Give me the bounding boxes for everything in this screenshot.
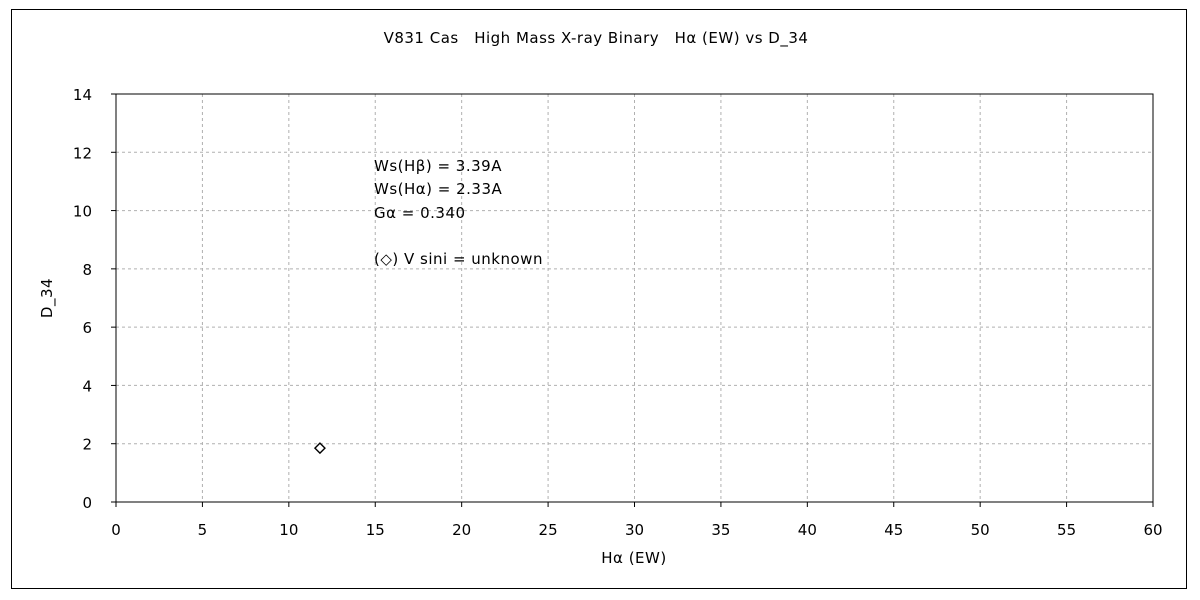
x-tick-label: 50 — [971, 521, 990, 539]
y-tick-label: 12 — [73, 144, 92, 162]
x-tick-label: 25 — [539, 521, 558, 539]
chart-title: V831 Cas High Mass X-ray Binary Hα (EW) … — [384, 29, 809, 48]
y-tick-label: 4 — [82, 377, 92, 395]
data-point-diamond — [313, 442, 326, 455]
x-tick-label: 55 — [1057, 521, 1076, 539]
y-tick-label: 0 — [82, 494, 92, 512]
y-tick-label: 2 — [82, 436, 92, 454]
y-tick-label: 8 — [82, 261, 92, 279]
x-axis-label: Hα (EW) — [601, 549, 666, 567]
x-tick-label: 15 — [366, 521, 385, 539]
x-tick-label: 40 — [798, 521, 817, 539]
annotation-block: Ws(Hβ) = 3.39A Ws(Hα) = 2.33A Gα = 0.340… — [374, 157, 543, 268]
x-tick-label: 5 — [198, 521, 208, 539]
y-tick-label: 14 — [73, 86, 92, 104]
x-tick-label: 0 — [111, 521, 121, 539]
annotation-ws-halpha: Ws(Hα) = 2.33A — [374, 180, 503, 198]
x-tick-label: 10 — [279, 521, 298, 539]
x-tick-label: 30 — [625, 521, 644, 539]
y-tick-label: 10 — [73, 203, 92, 221]
data-points — [313, 442, 326, 455]
grid-lines — [116, 94, 1153, 502]
chart-frame — [11, 9, 1187, 589]
x-tick-label: 45 — [884, 521, 903, 539]
y-axis-label: D_34 — [38, 278, 57, 318]
x-tick-label: 20 — [452, 521, 471, 539]
x-tick-label: 60 — [1143, 521, 1162, 539]
x-tick-label: 35 — [711, 521, 730, 539]
annotation-g-alpha: Gα = 0.340 — [374, 204, 466, 222]
tick-labels: 0 5 10 15 20 25 30 35 40 45 50 55 60 0 2 4 6 8 10 12 14 — [73, 86, 1163, 539]
annotation-vsini: (◇) V sini = unknown — [374, 250, 543, 268]
y-tick-label: 6 — [82, 319, 92, 337]
axis-ticks — [111, 93, 1154, 507]
annotation-ws-hbeta: Ws(Hβ) = 3.39A — [374, 157, 502, 175]
